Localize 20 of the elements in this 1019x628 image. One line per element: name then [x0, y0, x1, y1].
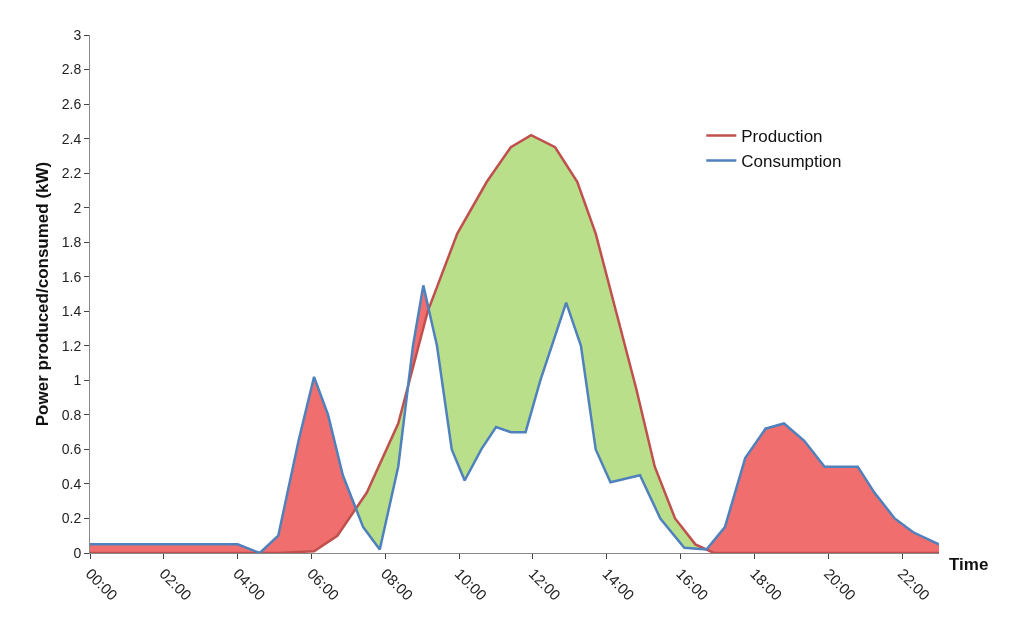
- y-tick-label: 1.2: [61, 337, 82, 354]
- y-axis-title: Power produced/consumed (kW): [33, 161, 53, 427]
- x-axis-title: Time: [949, 555, 989, 574]
- y-tick-label: 2.4: [61, 130, 82, 147]
- y-tick-label: 0.8: [61, 406, 82, 423]
- y-tick-label: 0.6: [61, 441, 82, 458]
- y-tick-label: 0: [73, 544, 82, 561]
- y-tick-label: 1.4: [61, 303, 82, 320]
- y-tick-label: 2.2: [61, 165, 82, 182]
- y-tick-label: 0.2: [61, 510, 82, 527]
- legend-label: Production: [741, 127, 823, 147]
- y-tick-label: 2.8: [61, 61, 82, 78]
- legend-label: Consumption: [741, 152, 842, 172]
- y-tick-label: 2: [73, 199, 82, 216]
- y-tick-label: 1: [73, 372, 82, 389]
- y-tick-label: 2.6: [61, 95, 82, 112]
- y-tick-label: 1.6: [61, 268, 82, 285]
- y-tick-label: 0.4: [61, 475, 82, 492]
- y-tick-label: 3: [73, 26, 82, 43]
- y-tick-label: 1.8: [61, 234, 82, 251]
